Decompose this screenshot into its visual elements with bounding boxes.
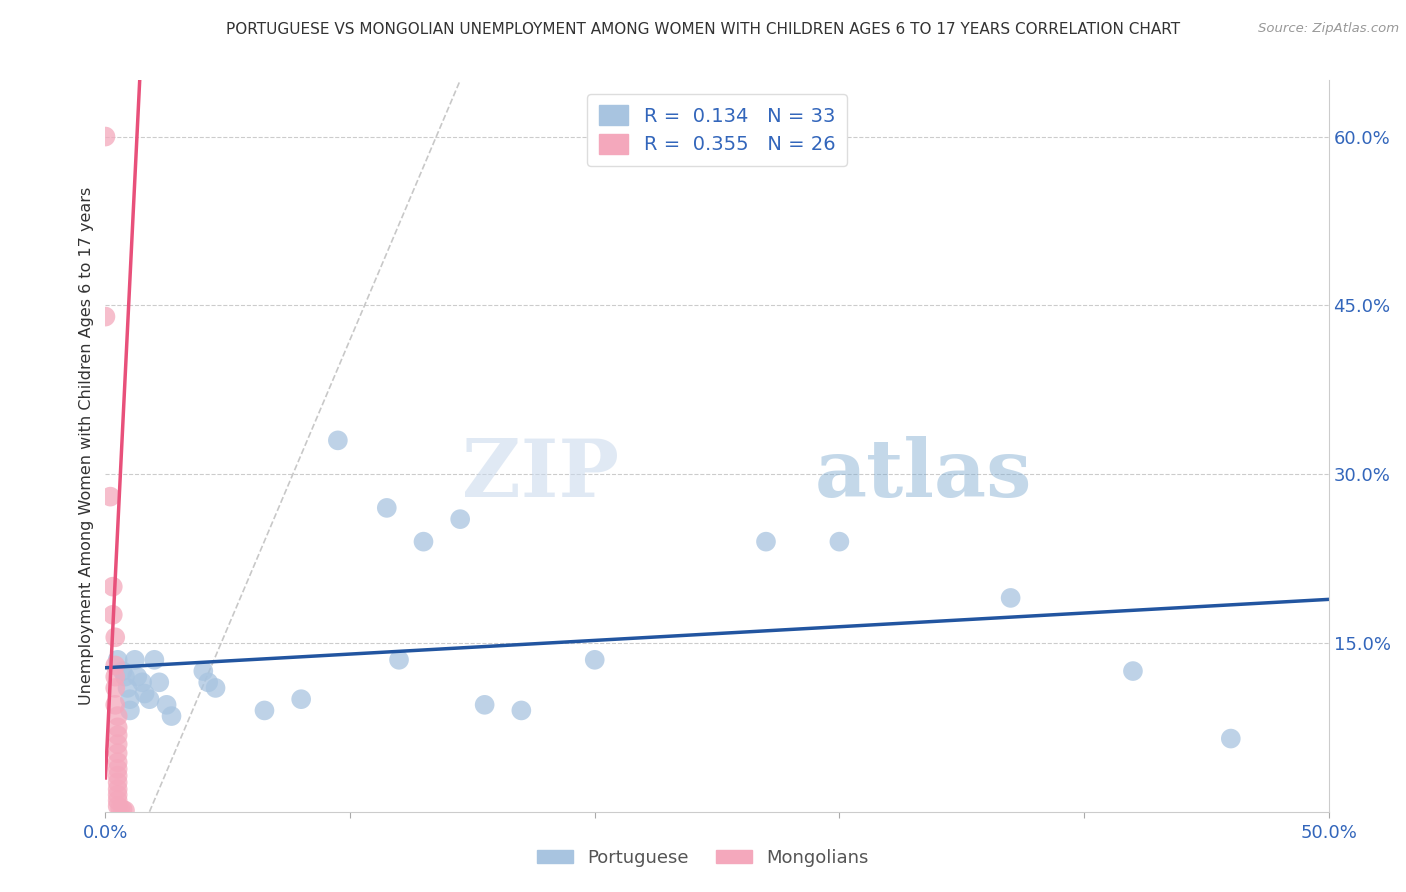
Point (290, 692, 312, 706)
Point (1219, 731, 1241, 746)
Point (104, 698, 127, 712)
Point (101, 580, 124, 594)
Point (104, 630, 127, 644)
Point (1122, 664, 1144, 678)
Point (583, 653, 606, 667)
Point (94, 310, 117, 324)
Point (117, 681, 139, 695)
Point (118, 703, 141, 717)
Point (388, 653, 411, 667)
Text: Source: ZipAtlas.com: Source: ZipAtlas.com (1258, 22, 1399, 36)
Point (1000, 591, 1022, 605)
Point (104, 670, 127, 684)
Point (107, 720, 129, 734)
Point (107, 737, 129, 751)
Point (118, 692, 141, 706)
Text: ZIP: ZIP (463, 436, 619, 515)
Point (107, 728, 129, 742)
Point (326, 434, 349, 448)
Point (107, 746, 129, 760)
Point (111, 664, 134, 678)
Point (124, 653, 146, 667)
Point (160, 709, 183, 723)
Point (107, 799, 129, 814)
Text: atlas: atlas (815, 436, 1032, 515)
Point (101, 607, 124, 622)
Point (94, 129, 117, 144)
Point (197, 675, 219, 690)
Point (127, 670, 149, 684)
Point (510, 703, 533, 717)
Text: PORTUGUESE VS MONGOLIAN UNEMPLOYMENT AMONG WOMEN WITH CHILDREN AGES 6 TO 17 YEAR: PORTUGUESE VS MONGOLIAN UNEMPLOYMENT AMO… (226, 22, 1180, 37)
Point (111, 802, 134, 816)
Point (98, 490, 121, 504)
Point (107, 653, 129, 667)
Point (107, 788, 129, 802)
Point (449, 512, 471, 526)
Point (138, 692, 160, 706)
Point (104, 681, 127, 695)
Point (107, 769, 129, 783)
Point (148, 675, 170, 690)
Point (107, 755, 129, 769)
Y-axis label: Unemployment Among Women with Children Ages 6 to 17 years: Unemployment Among Women with Children A… (79, 187, 94, 705)
Point (134, 687, 156, 701)
Point (253, 703, 276, 717)
Point (107, 782, 129, 797)
Point (104, 658, 127, 673)
Point (193, 664, 215, 678)
Point (107, 709, 129, 723)
Point (114, 804, 136, 818)
Point (412, 534, 434, 549)
Point (156, 698, 179, 712)
Legend: Portuguese, Mongolians: Portuguese, Mongolians (530, 842, 876, 874)
Point (143, 653, 166, 667)
Point (131, 675, 153, 690)
Point (204, 681, 226, 695)
Point (107, 762, 129, 776)
Point (828, 534, 851, 549)
Point (114, 670, 136, 684)
Point (107, 775, 129, 789)
Point (474, 698, 496, 712)
Legend: R =  0.134   N = 33, R =  0.355   N = 26: R = 0.134 N = 33, R = 0.355 N = 26 (588, 94, 846, 166)
Point (375, 500, 398, 515)
Point (108, 801, 131, 815)
Point (107, 793, 129, 807)
Point (755, 534, 778, 549)
